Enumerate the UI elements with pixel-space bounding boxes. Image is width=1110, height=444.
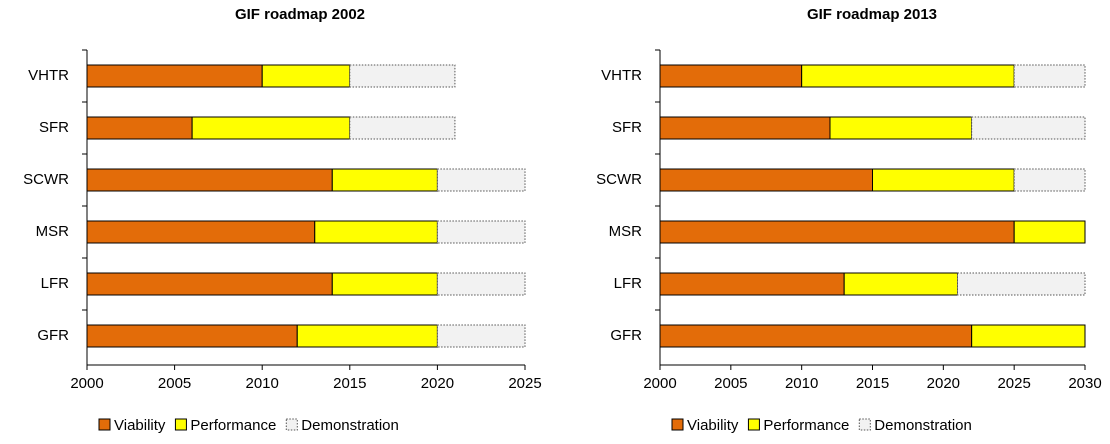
bar-segment — [971, 324, 1086, 348]
y-tick-label: LFR — [614, 275, 643, 292]
x-tick-label: 2000 — [643, 375, 676, 392]
bar-segment — [86, 116, 193, 140]
bar-segment — [436, 272, 526, 296]
y-tick-label: MSR — [609, 223, 643, 240]
bar-segment — [261, 64, 351, 88]
legend-label: Performance — [190, 417, 276, 434]
legend-swatch — [747, 418, 760, 431]
x-tick-label: 2010 — [785, 375, 818, 392]
legend-swatch — [98, 418, 111, 431]
x-tick-label: 2020 — [421, 375, 454, 392]
chart-title: GIF roadmap 2002 — [235, 6, 365, 23]
bar-segment — [191, 116, 351, 140]
bar-segment — [801, 64, 1015, 88]
chart-title: GIF roadmap 2013 — [807, 6, 937, 23]
y-tick-label: SCWR — [23, 171, 69, 188]
bar-segment — [349, 116, 456, 140]
bar-segment — [1013, 64, 1086, 88]
x-tick-label: 2005 — [158, 375, 191, 392]
bar-segment — [872, 168, 1015, 192]
bar-segment — [971, 116, 1086, 140]
y-tick-label: MSR — [36, 223, 70, 240]
bar-segment — [331, 168, 438, 192]
bar-segment — [1013, 220, 1086, 244]
bar-segment — [86, 64, 263, 88]
bar-segment — [436, 220, 526, 244]
bar-segment — [659, 116, 831, 140]
bar-segment — [829, 116, 973, 140]
bar-segment — [659, 272, 845, 296]
legend-label: Performance — [763, 417, 849, 434]
bar-segment — [86, 220, 316, 244]
bar-segment — [659, 64, 803, 88]
x-tick-label: 2025 — [997, 375, 1030, 392]
bar-segment — [331, 272, 438, 296]
bar-segment — [86, 272, 333, 296]
x-tick-label: 2015 — [333, 375, 366, 392]
y-tick-label: LFR — [41, 275, 70, 292]
bar-segment — [843, 272, 959, 296]
bar-segment — [1013, 168, 1086, 192]
y-tick-label: VHTR — [28, 67, 69, 84]
legend-swatch — [285, 418, 298, 431]
legend-label: Demonstration — [874, 417, 972, 434]
x-tick-label: 2015 — [856, 375, 889, 392]
x-tick-label: 2005 — [714, 375, 747, 392]
x-tick-label: 2010 — [246, 375, 279, 392]
bar-segment — [349, 64, 456, 88]
legend-swatch — [858, 418, 871, 431]
y-tick-label: SFR — [39, 119, 69, 136]
legend-label: Viability — [687, 417, 739, 434]
bar-segment — [436, 324, 526, 348]
legend-label: Demonstration — [301, 417, 399, 434]
x-tick-label: 2020 — [927, 375, 960, 392]
x-tick-label: 2025 — [508, 375, 541, 392]
y-tick-label: GFR — [37, 327, 69, 344]
y-tick-label: VHTR — [601, 67, 642, 84]
x-tick-label: 2030 — [1068, 375, 1101, 392]
bar-segment — [659, 220, 1015, 244]
y-tick-label: SCWR — [596, 171, 642, 188]
y-tick-label: GFR — [610, 327, 642, 344]
bar-segment — [659, 324, 973, 348]
bar-segment — [86, 324, 298, 348]
bar-segment — [957, 272, 1086, 296]
bar-segment — [296, 324, 438, 348]
bar-segment — [659, 168, 873, 192]
bar-segment — [314, 220, 438, 244]
bar-segment — [436, 168, 526, 192]
bar-segment — [86, 168, 333, 192]
legend-swatch — [671, 418, 684, 431]
x-tick-label: 2000 — [70, 375, 103, 392]
y-tick-label: SFR — [612, 119, 642, 136]
legend-label: Viability — [114, 417, 166, 434]
legend-swatch — [174, 418, 187, 431]
